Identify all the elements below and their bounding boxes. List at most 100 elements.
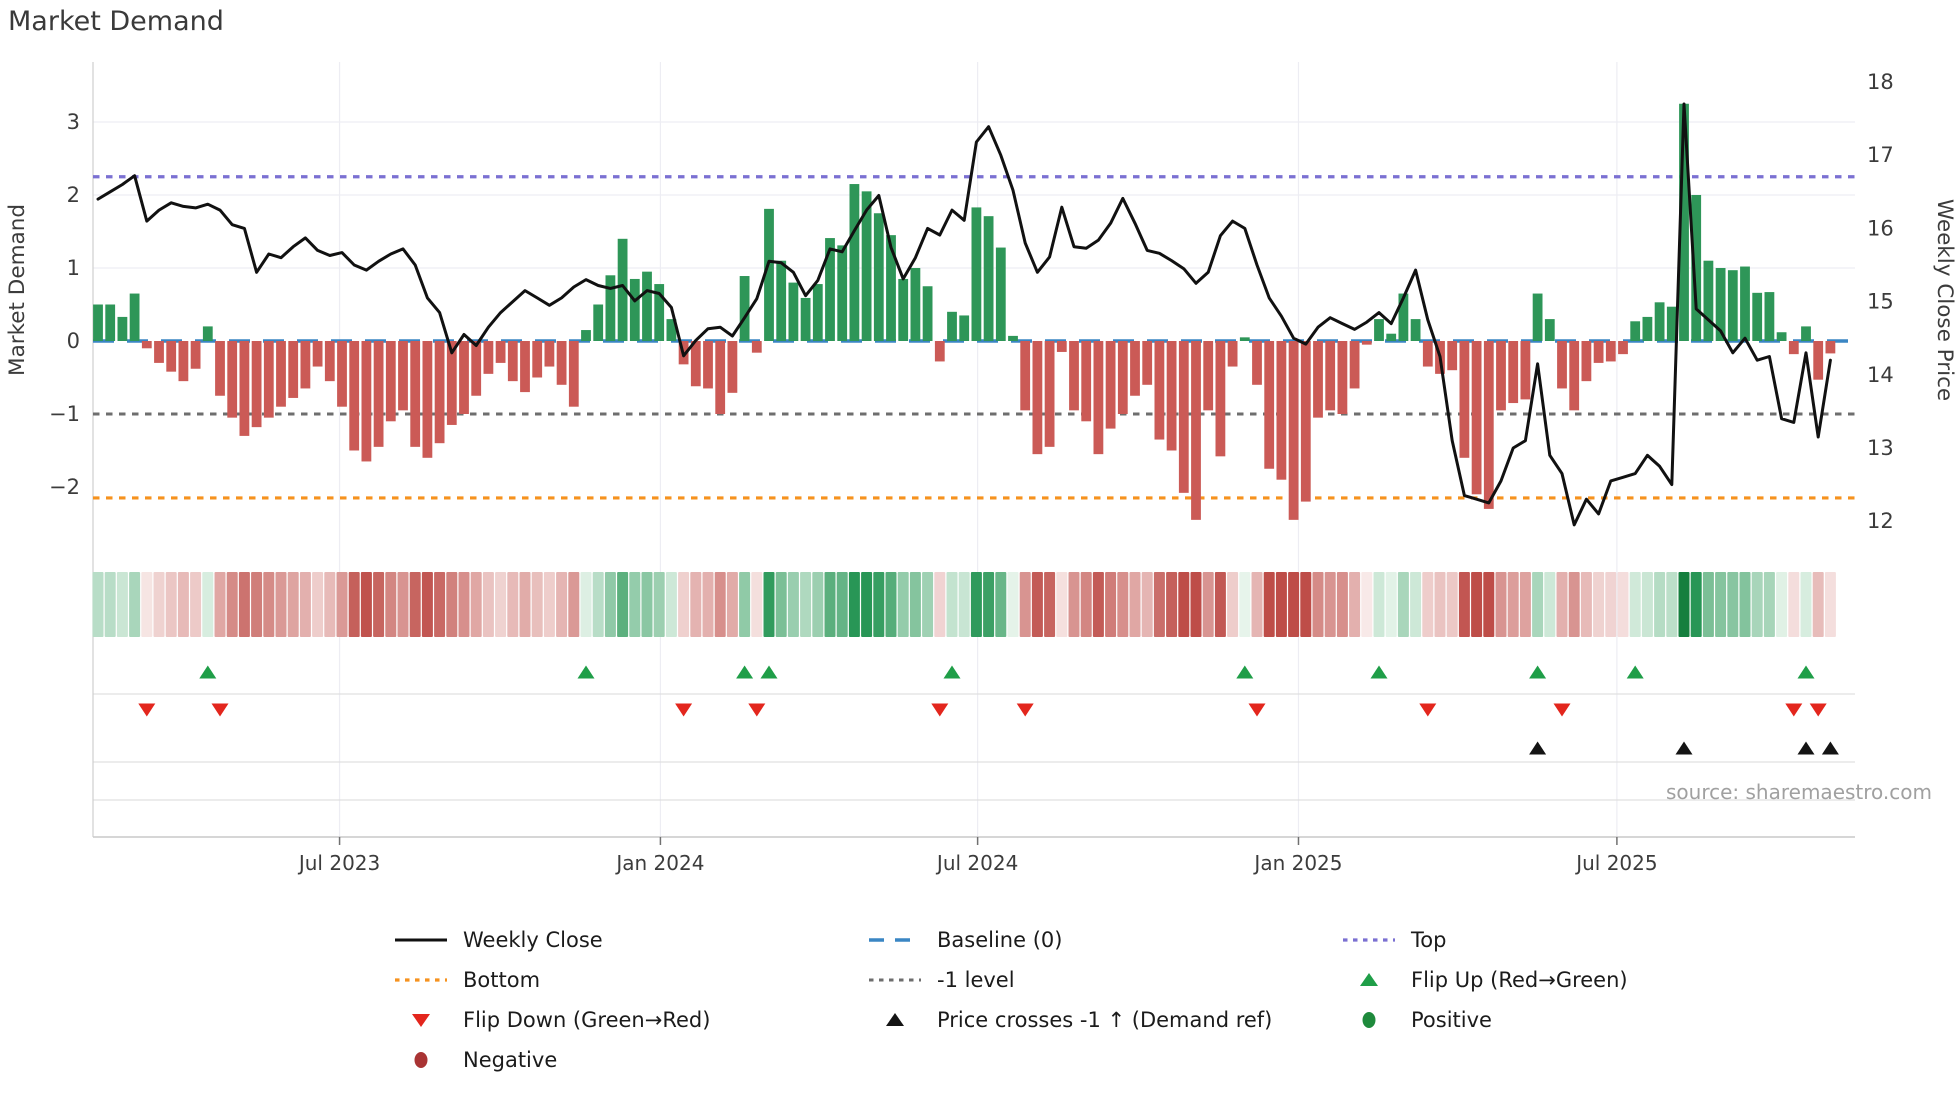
heat-cell	[580, 572, 592, 637]
demand-bar	[263, 341, 274, 418]
heat-cell	[1324, 572, 1336, 637]
demand-bar	[1069, 341, 1079, 411]
demand-bar	[947, 311, 957, 341]
demand-bar	[1422, 341, 1433, 367]
demand-bar	[1605, 341, 1616, 362]
demand-bar	[1447, 341, 1458, 371]
heat-cell	[312, 572, 324, 637]
left-tick-label: −2	[49, 475, 80, 499]
right-axis-label: Weekly Close Price	[1932, 199, 1957, 401]
demand-bar	[1630, 321, 1641, 341]
demand-bar	[215, 341, 225, 396]
flip-down-marker	[675, 703, 693, 717]
demand-bar	[837, 245, 848, 341]
legend: Weekly Close Bottom Flip Down (Green→Red) N…	[0, 920, 1960, 1100]
demand-bar	[715, 341, 726, 414]
heat-cell	[153, 572, 165, 637]
x-tick-label: Jan 2024	[614, 851, 704, 875]
heat-cell	[678, 572, 690, 637]
price-cross-marker	[1821, 741, 1839, 755]
demand-bars	[93, 103, 1836, 520]
heat-cell	[1824, 572, 1836, 637]
heat-cell	[1275, 572, 1287, 637]
demand-bar	[1691, 195, 1702, 341]
left-tick-label: −1	[49, 402, 80, 426]
demand-bar	[1496, 341, 1506, 411]
demand-bar	[1557, 341, 1567, 389]
demand-bar	[459, 341, 469, 414]
heat-cell	[1458, 572, 1470, 637]
heat-cell	[1788, 572, 1800, 637]
demand-bar	[1313, 341, 1323, 418]
demand-bar	[776, 260, 787, 341]
demand-bar	[1398, 293, 1409, 341]
flip-down-marker	[1785, 703, 1803, 717]
heat-cell	[1495, 572, 1507, 637]
demand-bar	[1081, 341, 1092, 422]
heat-cell	[897, 572, 909, 637]
heat-cell	[1580, 572, 1592, 637]
heat-cell	[141, 572, 153, 637]
legend-label-flip-down: Flip Down (Green→Red)	[463, 1008, 711, 1032]
demand-bar	[312, 341, 323, 367]
demand-bar	[666, 319, 677, 341]
heat-cell	[1288, 572, 1300, 637]
demand-bar	[288, 341, 299, 398]
flip-up-marker	[199, 665, 217, 679]
heat-cell	[1617, 572, 1629, 637]
demand-bar	[1020, 341, 1031, 411]
right-tick-label: 14	[1867, 363, 1894, 387]
demand-bar	[446, 341, 457, 425]
legend-label-baseline: Baseline (0)	[937, 928, 1063, 952]
heat-cell	[1397, 572, 1409, 637]
demand-bar	[361, 341, 372, 462]
heat-cell	[1434, 572, 1446, 637]
heat-cell	[1422, 572, 1434, 637]
x-tick-label: Jul 2024	[935, 851, 1018, 875]
heat-cell	[1641, 572, 1653, 637]
heat-cell	[1263, 572, 1275, 637]
demand-bar	[1227, 341, 1238, 367]
heat-cell	[1593, 572, 1605, 637]
demand-bar	[788, 282, 799, 341]
right-tick-label: 16	[1867, 216, 1894, 240]
demand-bar	[593, 304, 604, 341]
heatmap-strip	[92, 572, 1836, 637]
demand-bar	[886, 235, 896, 341]
heat-cell	[1678, 572, 1690, 637]
demand-bar	[410, 341, 421, 447]
x-tick-label: Jul 2023	[297, 851, 380, 875]
heat-cell	[360, 572, 372, 637]
heat-cell	[1410, 572, 1422, 637]
heat-cell	[251, 572, 263, 637]
legend-item-minus-1-level: -1 level	[867, 960, 1272, 1000]
heat-cell	[556, 572, 568, 637]
source-attribution: source: sharemaestro.com	[1666, 780, 1932, 804]
demand-bar	[1142, 341, 1153, 385]
heat-cell	[458, 572, 470, 637]
heat-cell	[1629, 572, 1641, 637]
heat-cell	[751, 572, 763, 637]
demand-bar	[1508, 341, 1519, 404]
flip-up-marker	[1236, 665, 1254, 679]
flip-down-marker	[211, 703, 229, 717]
demand-bar	[239, 341, 250, 436]
demand-bar	[166, 341, 177, 372]
heat-cell	[775, 572, 787, 637]
demand-bar	[1361, 341, 1372, 345]
heat-cell	[970, 572, 982, 637]
price-line	[96, 102, 1832, 527]
heat-cell	[275, 572, 287, 637]
demand-bar	[1203, 341, 1214, 411]
right-tick-label: 17	[1867, 143, 1894, 167]
demand-bar	[1703, 260, 1714, 341]
heat-cell	[739, 572, 751, 637]
demand-bar	[337, 341, 347, 407]
demand-bar	[800, 297, 811, 341]
heat-cell	[885, 572, 897, 637]
heat-cell	[848, 572, 860, 637]
demand-bar	[1471, 341, 1482, 495]
demand-bar	[1483, 341, 1494, 509]
demand-bar	[434, 341, 445, 444]
heat-cell	[1483, 572, 1495, 637]
